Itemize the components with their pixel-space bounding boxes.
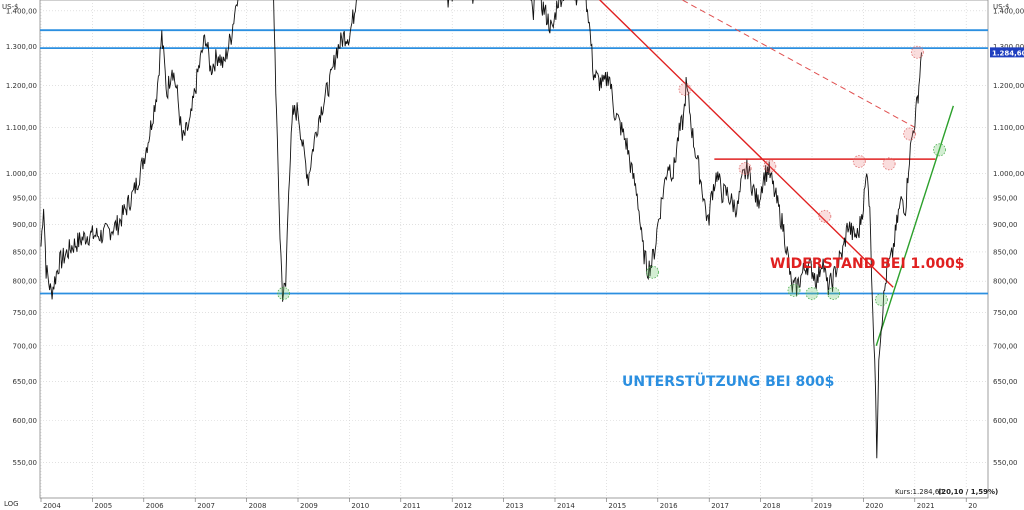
x-tick-label: 2012 xyxy=(454,502,472,510)
support-touch-marker xyxy=(646,265,660,279)
support-touch-marker xyxy=(805,287,819,300)
support-annotation: UNTERSTÜTZUNG BEI 800$ xyxy=(622,372,834,390)
y-axis-right: 550,00 600,00 650,00 700,00 750,00 800,00 850,… xyxy=(993,7,1024,466)
x-tick-label: 2005 xyxy=(94,502,112,510)
y-tick-label-right: 1.400,00 xyxy=(993,7,1024,15)
x-tick-label: 2018 xyxy=(763,502,781,510)
y-tick-label-right: 1.000,00 xyxy=(993,170,1024,178)
resistance-touch-marker xyxy=(763,159,777,173)
plot-area xyxy=(39,0,989,499)
support-touch-marker xyxy=(874,293,888,307)
x-axis: 2004 2005 2006 2007 2008 2009 2010 2011 2012 2013… xyxy=(40,498,977,510)
y-axis-left: 550,00 600,00 650,00 700,00 750,00 800,00 850,… xyxy=(6,7,37,466)
footer-change: (20,10 / 1,59%) xyxy=(938,488,998,496)
resistance-touch-marker xyxy=(903,127,917,141)
x-tick-label: 2016 xyxy=(660,502,678,510)
support-touch-marker xyxy=(277,287,291,300)
scale-label: LOG xyxy=(4,500,19,508)
y-tick-label-left: 900,00 xyxy=(13,221,38,229)
y-tick-label-left: 850,00 xyxy=(13,248,38,256)
x-tick-label: 2013 xyxy=(506,502,524,510)
y-tick-label-right: 1.200,00 xyxy=(993,82,1024,90)
trend-lines xyxy=(598,0,955,346)
x-tick-label: 2021 xyxy=(917,502,935,510)
y-tick-label-right: 600,00 xyxy=(993,417,1018,425)
x-tick-label: 20 xyxy=(968,502,977,510)
footer-price: Kurs:1.284,60 xyxy=(895,488,944,496)
resistance-touch-marker xyxy=(882,157,896,171)
y-tick-label-left: 800,00 xyxy=(13,278,38,286)
currency-label-right: US-$ xyxy=(993,3,1010,11)
y-tick-label-right: 850,00 xyxy=(993,248,1018,256)
y-tick-label-right: 550,00 xyxy=(993,459,1018,467)
resistance-touch-marker xyxy=(910,45,924,59)
y-tick-label-left: 600,00 xyxy=(13,417,38,425)
y-tick-label-left: 1.000,00 xyxy=(6,170,37,178)
x-tick-label: 2009 xyxy=(300,502,318,510)
y-tick-label-right: 1.300,00 xyxy=(993,43,1024,51)
y-tick-label-right: 700,00 xyxy=(993,342,1018,350)
x-tick-label: 2020 xyxy=(865,502,883,510)
support-touch-marker xyxy=(933,143,946,157)
y-tick-label-left: 950,00 xyxy=(13,195,38,203)
x-tick-label: 2014 xyxy=(557,502,575,510)
y-tick-label-left: 650,00 xyxy=(13,378,38,386)
y-tick-label-right: 650,00 xyxy=(993,378,1018,386)
x-tick-label: 2004 xyxy=(43,502,61,510)
resistance-touch-marker xyxy=(852,155,866,168)
x-tick-label: 2010 xyxy=(351,502,369,510)
trend-line xyxy=(598,0,894,288)
x-tick-label: 2011 xyxy=(403,502,421,510)
x-tick-label: 2015 xyxy=(608,502,626,510)
y-tick-label-left: 700,00 xyxy=(13,342,38,350)
y-tick-label-left: 750,00 xyxy=(13,309,38,317)
x-tick-label: 2006 xyxy=(146,502,164,510)
x-tick-label: 2007 xyxy=(197,502,215,510)
last-price-value: 1.284,60 xyxy=(992,49,1024,57)
trend-line xyxy=(875,105,955,346)
x-tick-label: 2019 xyxy=(814,502,832,510)
y-tick-label-right: 750,00 xyxy=(993,309,1018,317)
y-tick-label-left: 1.400,00 xyxy=(6,7,37,15)
x-tick-label: 2017 xyxy=(711,502,729,510)
y-tick-label-right: 800,00 xyxy=(993,278,1018,286)
y-tick-label-left: 550,00 xyxy=(13,459,38,467)
support-touch-marker xyxy=(827,287,840,300)
resistance-annotation: WIDERSTAND BEI 1.000$ xyxy=(770,256,965,272)
last-price-tag: 1.284,60 xyxy=(990,47,1024,58)
horizontal-levels xyxy=(40,29,988,295)
y-tick-label-right: 900,00 xyxy=(993,221,1018,229)
price-line xyxy=(40,0,922,459)
grid xyxy=(40,0,988,498)
x-tick-label: 2008 xyxy=(249,502,267,510)
y-tick-label-left: 1.100,00 xyxy=(6,124,37,132)
y-tick-label-right: 1.100,00 xyxy=(993,124,1024,132)
price-series xyxy=(40,0,922,459)
touch-markers xyxy=(277,45,946,307)
resistance-touch-marker xyxy=(738,162,752,175)
currency-label-left: US-$ xyxy=(2,3,19,11)
last-price-background xyxy=(990,47,1024,58)
y-tick-label-left: 1.200,00 xyxy=(6,82,37,90)
resistance-touch-marker xyxy=(818,209,832,223)
resistance-touch-marker xyxy=(678,82,692,96)
y-tick-label-left: 1.300,00 xyxy=(6,43,37,51)
support-touch-marker xyxy=(787,283,801,297)
y-tick-label-right: 950,00 xyxy=(993,195,1018,203)
